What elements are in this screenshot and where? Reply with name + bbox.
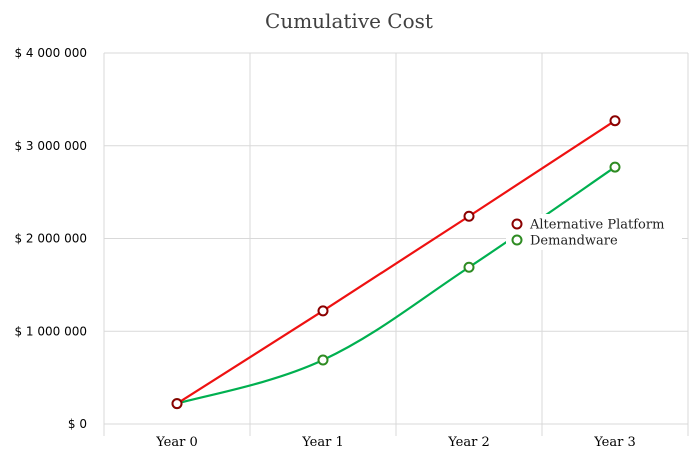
y-tick-label: $ 0 (68, 417, 87, 431)
x-tick-label: Year 3 (593, 435, 636, 450)
y-tick-label: $ 3 000 000 (14, 139, 87, 153)
legend-marker (511, 234, 523, 246)
x-tick-label: Year 0 (155, 435, 198, 450)
series-0-point (317, 305, 329, 317)
series-1-point (609, 161, 621, 173)
chart-title: Cumulative Cost (265, 9, 433, 33)
series-line-0 (176, 119, 616, 405)
series-0-point (463, 210, 475, 222)
series-0-point (609, 115, 621, 127)
y-tick-label: $ 1 000 000 (14, 324, 87, 338)
series-line-1 (176, 166, 616, 405)
y-axis: $ 0 $ 1 000 000 $ 2 000 000 $ 3 000 000 $ 4 … (14, 46, 87, 431)
series-1-point (317, 354, 329, 366)
legend-label: Demandware (530, 234, 618, 249)
y-tick-label: $ 2 000 000 (14, 232, 87, 246)
series-group (171, 115, 621, 410)
x-tick-label: Year 1 (301, 435, 344, 450)
y-tick-label: $ 4 000 000 (14, 46, 87, 60)
x-axis: Year 0 Year 1 Year 2 Year 3 (155, 435, 636, 450)
legend-marker (511, 218, 523, 230)
series-0-point (171, 398, 183, 410)
legend-label: Alternative Platform (529, 218, 664, 233)
x-tick-label: Year 2 (447, 435, 490, 450)
legend-background (506, 214, 682, 250)
series-1-point (463, 261, 475, 273)
